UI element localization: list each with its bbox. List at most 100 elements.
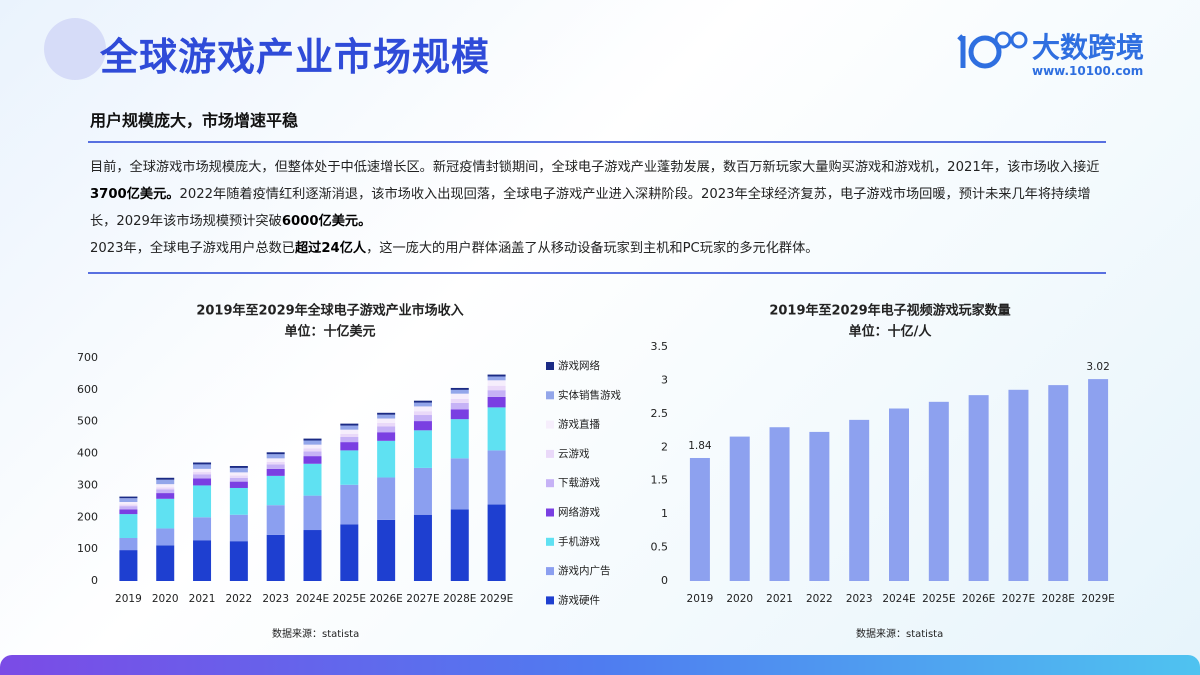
x-tick-label: 2029E: [1081, 593, 1114, 605]
legend-swatch: [546, 420, 554, 429]
text: 2023年，全球电子游戏用户总数已: [90, 241, 295, 256]
x-tick-label: 2022: [225, 593, 252, 605]
bar-segment: [487, 450, 506, 505]
bar-segment: [193, 478, 212, 486]
x-tick-label: 2026E: [369, 593, 402, 605]
legend-swatch: [546, 508, 554, 517]
bar: [1008, 389, 1029, 581]
bar-segment: [487, 390, 506, 397]
bar-segment: [119, 498, 138, 502]
bar-segment: [266, 458, 285, 462]
section-heading: 用户规模庞大，市场增速平稳: [90, 111, 299, 130]
y-tick-label: 0: [661, 574, 668, 587]
chart-title: 2019年至2029年全球电子游戏产业市场收入: [196, 303, 463, 319]
footer-bar: [0, 655, 1200, 675]
x-tick-label: 2022: [806, 593, 833, 605]
logo-mark: [957, 31, 1028, 69]
bar-segment: [450, 389, 469, 394]
paragraph: 目前，全球游戏市场规模庞大，但整体处于中低速增长区。新冠疫情封锁期间，全球电子游…: [90, 154, 1110, 235]
bar-segment: [303, 438, 322, 441]
x-tick-label: 2025E: [922, 593, 955, 605]
bar-segment: [266, 452, 285, 455]
y-tick-label: 1.5: [651, 474, 669, 487]
bar-segment: [229, 487, 248, 515]
bar-segment: [303, 444, 322, 449]
value-label: 3.02: [1086, 361, 1109, 373]
bar-segment: [450, 387, 469, 390]
bar-segment: [340, 429, 359, 434]
chart-subtitle: 单位：十亿美元: [284, 324, 375, 340]
x-tick-label: 2024E: [882, 593, 915, 605]
bar-segment: [413, 514, 432, 581]
bar-segment: [193, 540, 212, 581]
bar-segment: [156, 489, 175, 494]
bar-segment: [119, 514, 138, 538]
bar-segment: [119, 496, 138, 499]
bar-segment: [119, 509, 138, 515]
legend-label: 游戏硬件: [558, 593, 600, 606]
chart-source: 数据来源：statista: [272, 627, 359, 640]
text: 目前，全球游戏市场规模庞大，但整体处于中低速增长区。新冠疫情封锁期间，全球电子游…: [90, 160, 1100, 175]
chart-subtitle: 单位：十亿/人: [849, 324, 933, 340]
bar-segment: [229, 541, 248, 581]
bar: [968, 395, 989, 581]
legend-swatch: [546, 596, 554, 605]
bar-segment: [193, 464, 212, 469]
bar-segment: [193, 517, 212, 541]
bar-segment: [377, 426, 396, 433]
bar-segment: [450, 409, 469, 420]
bar: [689, 457, 710, 581]
bold-text: 超过24亿人: [295, 241, 367, 256]
legend-label: 云游戏: [558, 447, 590, 460]
y-tick-label: 600: [77, 383, 98, 396]
bar-segment: [377, 432, 396, 441]
bar: [1048, 385, 1069, 581]
bar-segment: [450, 398, 469, 403]
bar-segment: [450, 402, 469, 410]
x-tick-label: 2028E: [1042, 593, 1075, 605]
bar-segment: [413, 400, 432, 403]
y-tick-label: 3: [661, 373, 668, 386]
chart-title: 2019年至2029年电子视频游戏玩家数量: [769, 303, 1010, 319]
bar-segment: [340, 524, 359, 581]
value-label: 1.84: [688, 440, 712, 452]
legend-swatch: [546, 567, 554, 576]
bar-segment: [119, 537, 138, 551]
bar-segment: [266, 534, 285, 581]
x-tick-label: 2023: [262, 593, 289, 605]
bar-segment: [340, 450, 359, 485]
bar-segment: [266, 475, 285, 506]
bar-segment: [340, 437, 359, 443]
bar-segment: [119, 550, 138, 581]
bold-text: 3700亿美元。: [90, 187, 180, 202]
bar-segment: [229, 467, 248, 473]
bar-segment: [193, 485, 212, 518]
x-tick-label: 2021: [189, 593, 216, 605]
bar-segment: [303, 495, 322, 531]
y-tick-label: 400: [77, 447, 98, 460]
x-tick-label: 2019: [687, 593, 714, 605]
bar-segment: [340, 442, 359, 451]
bar-segment: [119, 501, 138, 505]
bar-segment: [266, 454, 285, 459]
bar-segment: [377, 418, 396, 423]
y-tick-label: 1: [661, 507, 668, 520]
bar-segment: [266, 464, 285, 469]
bar-segment: [303, 440, 322, 445]
bar-segment: [156, 477, 175, 480]
x-tick-label: 2027E: [1002, 593, 1035, 605]
bar-segment: [156, 528, 175, 546]
bar-segment: [266, 468, 285, 476]
divider: [88, 141, 1106, 143]
x-tick-label: 2020: [726, 593, 753, 605]
x-tick-label: 2026E: [962, 593, 995, 605]
x-tick-label: 2023: [846, 593, 873, 605]
bar-segment: [229, 514, 248, 542]
bar-segment: [340, 425, 359, 430]
y-tick-label: 2.5: [651, 407, 669, 420]
legend-label: 下载游戏: [558, 476, 600, 489]
x-tick-label: 2029E: [480, 593, 513, 605]
bar: [849, 419, 870, 581]
legend-label: 手机游戏: [558, 535, 600, 548]
